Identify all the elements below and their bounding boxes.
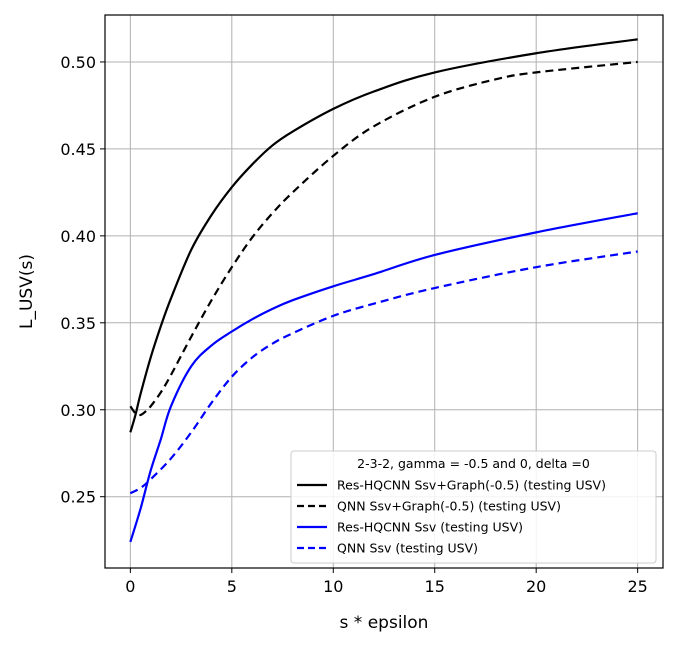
y-axis-ticks: 0.25 0.30 0.35 0.40 0.45 0.50 <box>60 53 105 507</box>
y-tick-label: 0.35 <box>60 314 96 333</box>
plot-frame <box>104 14 664 569</box>
x-tick-label: 25 <box>627 577 647 596</box>
y-axis-label: L_USV(s) <box>17 254 37 329</box>
series-line-res-hqcnn-ssv-testing-usv <box>129 212 638 543</box>
x-tick-label: 5 <box>227 577 237 596</box>
x-axis-ticks: 0 5 10 15 20 25 <box>125 568 648 596</box>
series-layer <box>129 38 638 543</box>
legend: 2-3-2, gamma = -0.5 and 0, delta =0 Res-… <box>290 450 657 564</box>
series-line-qnn-ssv-graph-0-5-testing-usv <box>129 60 638 417</box>
legend-entry-label: QNN Ssv (testing USV) <box>337 541 478 556</box>
y-tick-label: 0.50 <box>60 53 96 72</box>
series-line-res-hqcnn-ssv-graph-0-5-testing-usv <box>129 38 638 433</box>
x-tick-label: 20 <box>526 577 546 596</box>
legend-entry-label: Res-HQCNN Ssv (testing USV) <box>337 520 523 535</box>
legend-entry-label: Res-HQCNN Ssv+Graph(-0.5) (testing USV) <box>337 478 606 493</box>
x-tick-label: 10 <box>323 577 343 596</box>
legend-entry-label: QNN Ssv+Graph(-0.5) (testing USV) <box>337 499 561 514</box>
y-tick-label: 0.30 <box>60 401 96 420</box>
y-tick-label: 0.45 <box>60 140 96 159</box>
x-tick-label: 0 <box>125 577 135 596</box>
y-tick-label: 0.40 <box>60 227 96 246</box>
x-axis-label: s * epsilon <box>340 613 429 633</box>
x-tick-label: 15 <box>425 577 445 596</box>
legend-box <box>290 450 657 564</box>
legend-title: 2-3-2, gamma = -0.5 and 0, delta =0 <box>357 456 590 471</box>
y-tick-label: 0.25 <box>60 488 96 507</box>
legend-entries: Res-HQCNN Ssv+Graph(-0.5) (testing USV) Q… <box>297 478 606 556</box>
